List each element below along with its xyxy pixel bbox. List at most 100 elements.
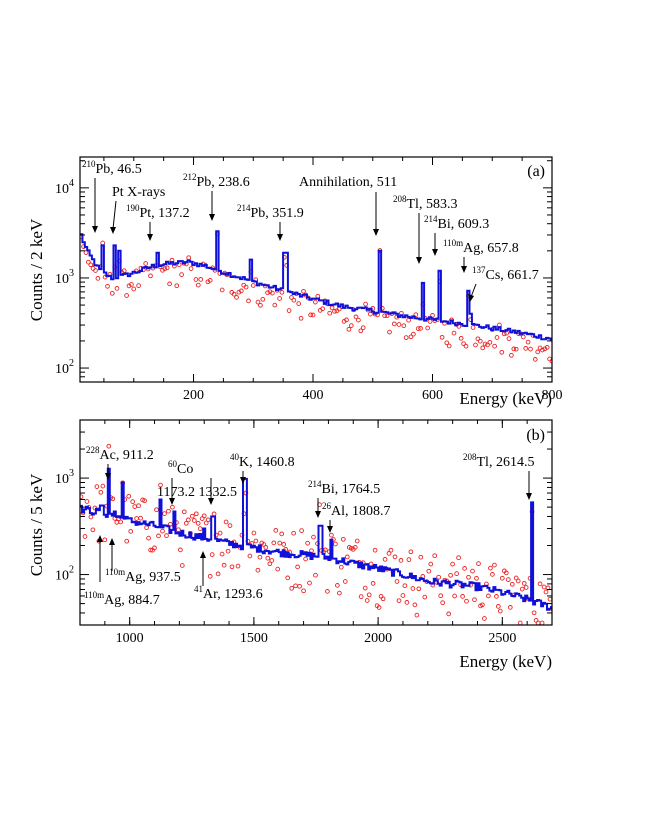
data-point	[100, 240, 106, 246]
data-point	[313, 572, 318, 578]
data-point	[376, 605, 382, 610]
data-point	[386, 551, 392, 556]
data-point	[547, 596, 552, 602]
x-tick-label: 800	[542, 388, 563, 403]
data-point	[380, 596, 386, 602]
data-point	[372, 547, 378, 553]
data-point	[219, 551, 225, 557]
panel-b-axes: 1000 1500 2000 2500 102 103	[55, 419, 553, 646]
data-point	[152, 545, 157, 551]
ann-co60: 60Co	[168, 459, 193, 477]
data-point	[227, 523, 233, 528]
data-point	[205, 279, 211, 285]
data-point	[332, 308, 337, 314]
data-point	[221, 562, 227, 568]
data-point	[451, 330, 457, 336]
data-point	[418, 554, 424, 560]
data-point	[358, 328, 364, 334]
data-point	[255, 299, 261, 305]
data-point	[384, 313, 390, 319]
data-point	[523, 585, 529, 590]
data-point	[88, 262, 94, 268]
data-point	[209, 552, 215, 557]
arrow-cs137	[470, 283, 477, 298]
panel-b-ylabel: Counts / 5 keV	[27, 473, 46, 576]
ann-annihilation: Annihilation, 511	[299, 175, 397, 190]
data-point	[320, 306, 325, 312]
data-point	[162, 511, 167, 516]
data-point	[146, 535, 151, 541]
data-point	[394, 579, 400, 584]
data-point	[506, 336, 512, 341]
data-point	[143, 261, 149, 266]
data-point	[327, 310, 333, 316]
data-point	[297, 583, 302, 589]
ann-ag110m: 110mAg, 657.8	[443, 238, 519, 256]
data-point	[105, 283, 110, 289]
data-point	[333, 541, 338, 547]
data-point	[391, 321, 397, 327]
data-point	[223, 519, 229, 525]
data-point	[90, 527, 96, 533]
data-point	[492, 343, 497, 349]
data-point	[415, 326, 421, 331]
data-point	[406, 317, 411, 323]
data-point	[427, 319, 433, 324]
data-point	[296, 301, 302, 306]
data-point	[299, 528, 304, 533]
ann-tl208: 208Tl, 583.3	[393, 194, 457, 212]
data-point	[547, 356, 552, 362]
data-point	[366, 592, 372, 598]
data-point	[364, 598, 370, 603]
data-point	[539, 620, 545, 625]
data-point	[402, 583, 408, 589]
data-point	[531, 610, 537, 616]
data-point	[271, 540, 277, 546]
data-point	[416, 586, 422, 592]
data-point	[413, 312, 419, 318]
panel-b-label: (b)	[526, 427, 545, 444]
ann-ar41: 41Ar, 1293.6	[194, 584, 263, 602]
panel-a-axes: 200 400 600 800 102 103 104	[55, 157, 563, 403]
data-point	[474, 575, 479, 581]
data-point	[382, 557, 388, 562]
data-point	[215, 571, 221, 577]
data-point	[80, 494, 84, 500]
panel-a-xlabel: Energy (keV)	[459, 389, 552, 408]
data-point	[543, 589, 549, 595]
data-point	[472, 597, 477, 603]
data-point	[499, 575, 505, 581]
data-point	[273, 528, 279, 533]
ann-pb212: 212Pb, 238.6	[183, 172, 250, 190]
ann-tl208-b: 208Tl, 2614.5	[463, 452, 534, 470]
arrow-ptx	[112, 200, 117, 230]
data-point	[195, 282, 201, 288]
data-point	[422, 594, 428, 600]
data-point	[425, 325, 431, 331]
data-point	[109, 290, 115, 296]
data-point	[401, 323, 407, 329]
data-point	[487, 339, 493, 345]
panel-b: 1000 1500 2000 2500 102 103 Counts / 5 keV En…	[27, 419, 553, 671]
data-point	[235, 563, 241, 569]
data-point	[511, 346, 517, 352]
data-point	[134, 516, 139, 521]
data-point	[178, 547, 183, 553]
data-point	[392, 554, 398, 560]
data-point	[477, 338, 483, 344]
x-tick-label: 1000	[116, 631, 144, 646]
data-point	[461, 341, 466, 347]
data-point	[354, 538, 360, 544]
data-point	[509, 581, 515, 587]
data-point	[432, 553, 438, 559]
data-point	[183, 520, 189, 526]
panel-b-series	[80, 443, 552, 625]
data-point	[164, 265, 170, 271]
data-point	[344, 554, 350, 560]
data-point	[83, 250, 89, 255]
data-point	[436, 574, 442, 580]
data-point	[144, 525, 149, 530]
data-point	[167, 281, 172, 287]
data-point	[301, 288, 306, 294]
data-point	[94, 484, 100, 489]
